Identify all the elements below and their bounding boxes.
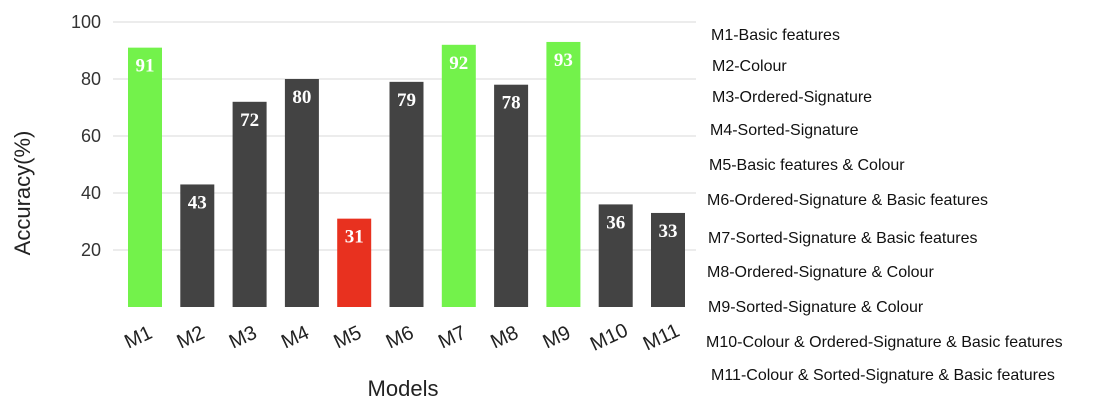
bar-value-label: 36 [606,212,625,233]
bar-value-label: 43 [188,192,207,213]
x-tick-label: M11 [640,320,683,356]
y-tick-label: 100 [71,12,101,32]
legend-entry: M5-Basic features & Colour [709,157,905,174]
bar-value-label: 91 [136,56,155,77]
x-tick-label: M3 [226,322,260,354]
bar-value-label: 93 [554,50,573,71]
legend-entry: M1-Basic features [711,27,840,44]
x-tick-label: M4 [278,322,312,354]
y-tick-label: 20 [81,240,101,260]
y-tick-label: 80 [81,69,101,89]
legend-entry: M6-Ordered-Signature & Basic features [707,192,989,209]
bar-m6 [389,81,424,307]
bar-m3 [232,101,267,307]
bar-value-labels: 91 43 72 80 31 79 92 78 93 36 33 [136,50,678,248]
bar-value-label: 31 [345,227,364,248]
legend-entry: M3-Ordered-Signature [712,89,873,106]
y-axis-title: Accuracy(%) [10,131,35,256]
bar-value-label: 78 [502,93,521,114]
x-tick-label: M6 [383,322,417,354]
x-tick-label: M9 [540,322,574,354]
y-tick-label: 40 [81,183,101,203]
bar-value-label: 72 [240,110,259,131]
bar-value-label: 33 [659,221,678,242]
bars [128,41,685,308]
x-tick-label: M7 [435,322,469,354]
y-tick-labels: 20 40 60 80 100 [71,12,101,260]
x-tick-labels: M1 M2 M3 M4 M5 M6 M7 M8 M9 M10 M11 [121,319,683,355]
bar-m1 [128,47,162,308]
x-tick-label: M2 [174,322,208,354]
bar-m7 [441,44,476,308]
bar-value-label: 79 [397,90,416,111]
legend-entry: M10-Colour & Ordered-Signature & Basic f… [706,334,1063,351]
x-tick-label: M8 [487,322,521,354]
bar-m10 [598,204,633,307]
legend-entry: M7-Sorted-Signature & Basic features [708,230,978,247]
bar-m2 [180,184,215,307]
bar-m9 [546,41,581,307]
x-tick-label: M5 [330,322,364,354]
bar-value-label: 80 [292,87,311,108]
x-tick-label: M10 [587,319,632,355]
legend-entry: M2-Colour [712,58,787,75]
bar-m4 [284,79,319,307]
legend-entry: M8-Ordered-Signature & Colour [707,264,934,281]
legend-entry: M9-Sorted-Signature & Colour [708,299,924,316]
legend-entry: M11-Colour & Sorted-Signature & Basic fe… [711,367,1055,384]
x-tick-label: M1 [121,322,155,354]
y-tick-label: 60 [81,126,101,146]
legend-entry: M4-Sorted-Signature [710,122,859,139]
bar-value-label: 92 [449,53,468,74]
bar-m5 [337,218,372,307]
bar-m8 [494,84,529,307]
bar-m11 [651,212,685,307]
x-axis-title: Models [368,376,439,401]
